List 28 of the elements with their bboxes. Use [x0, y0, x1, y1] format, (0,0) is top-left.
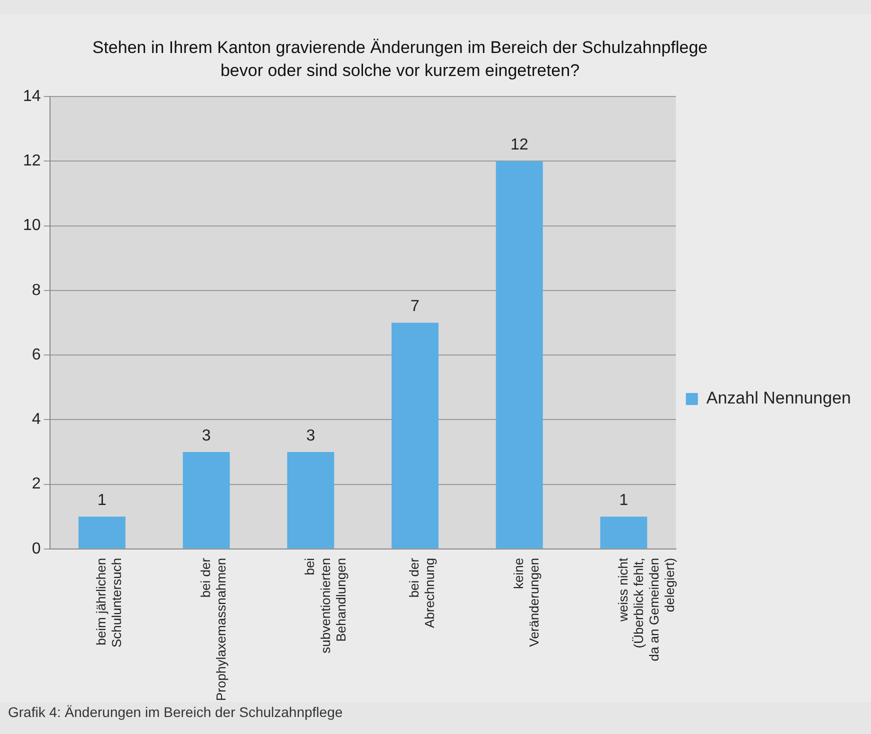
- data-label: 3: [202, 427, 211, 444]
- y-tick-label: 4: [32, 411, 41, 428]
- bar: [600, 516, 648, 548]
- bar: [287, 452, 334, 548]
- data-label: 1: [98, 492, 107, 510]
- x-tick-label: bei der Abrechnung: [406, 557, 438, 628]
- text: Grafik 4: Änderungen im Bereich der Schulzahnpflege: [8, 704, 343, 720]
- bar: [496, 161, 543, 548]
- y-tick-label: 14: [23, 88, 41, 106]
- y-tick-label: 12: [23, 152, 41, 170]
- bar: [392, 322, 438, 548]
- data-label: 7: [410, 298, 420, 316]
- chart-title: Stehen in Ihrem Kanton gravierende Änderungen im Bereich der Schulzahnpflege bevor oder sind solche vor kurzem eingetreten?: [91, 37, 709, 82]
- x-tick-label: keine Veränderungen: [510, 558, 542, 647]
- data-label: 3: [306, 427, 316, 444]
- x-tick-label: beim jährlichen Schuluntersuch: [94, 558, 124, 648]
- bar: [182, 452, 230, 548]
- y-tick-label: 2: [32, 476, 41, 493]
- y-tick-label: 6: [32, 346, 41, 364]
- x-tick-label: weiss nicht (Überblick fehlt, da an Gemeinden delegiert): [615, 558, 678, 662]
- y-tick-label: 0: [32, 540, 41, 558]
- y-tick-label: 8: [32, 282, 41, 299]
- x-tick-label: bei subventionierten Behandlungen: [302, 558, 348, 654]
- bar: [78, 516, 126, 548]
- legend-label: Anzahl Nennungen: [706, 388, 852, 408]
- y-tick-label: 10: [23, 217, 41, 234]
- data-label: 12: [510, 136, 528, 154]
- data-label: 1: [619, 492, 628, 510]
